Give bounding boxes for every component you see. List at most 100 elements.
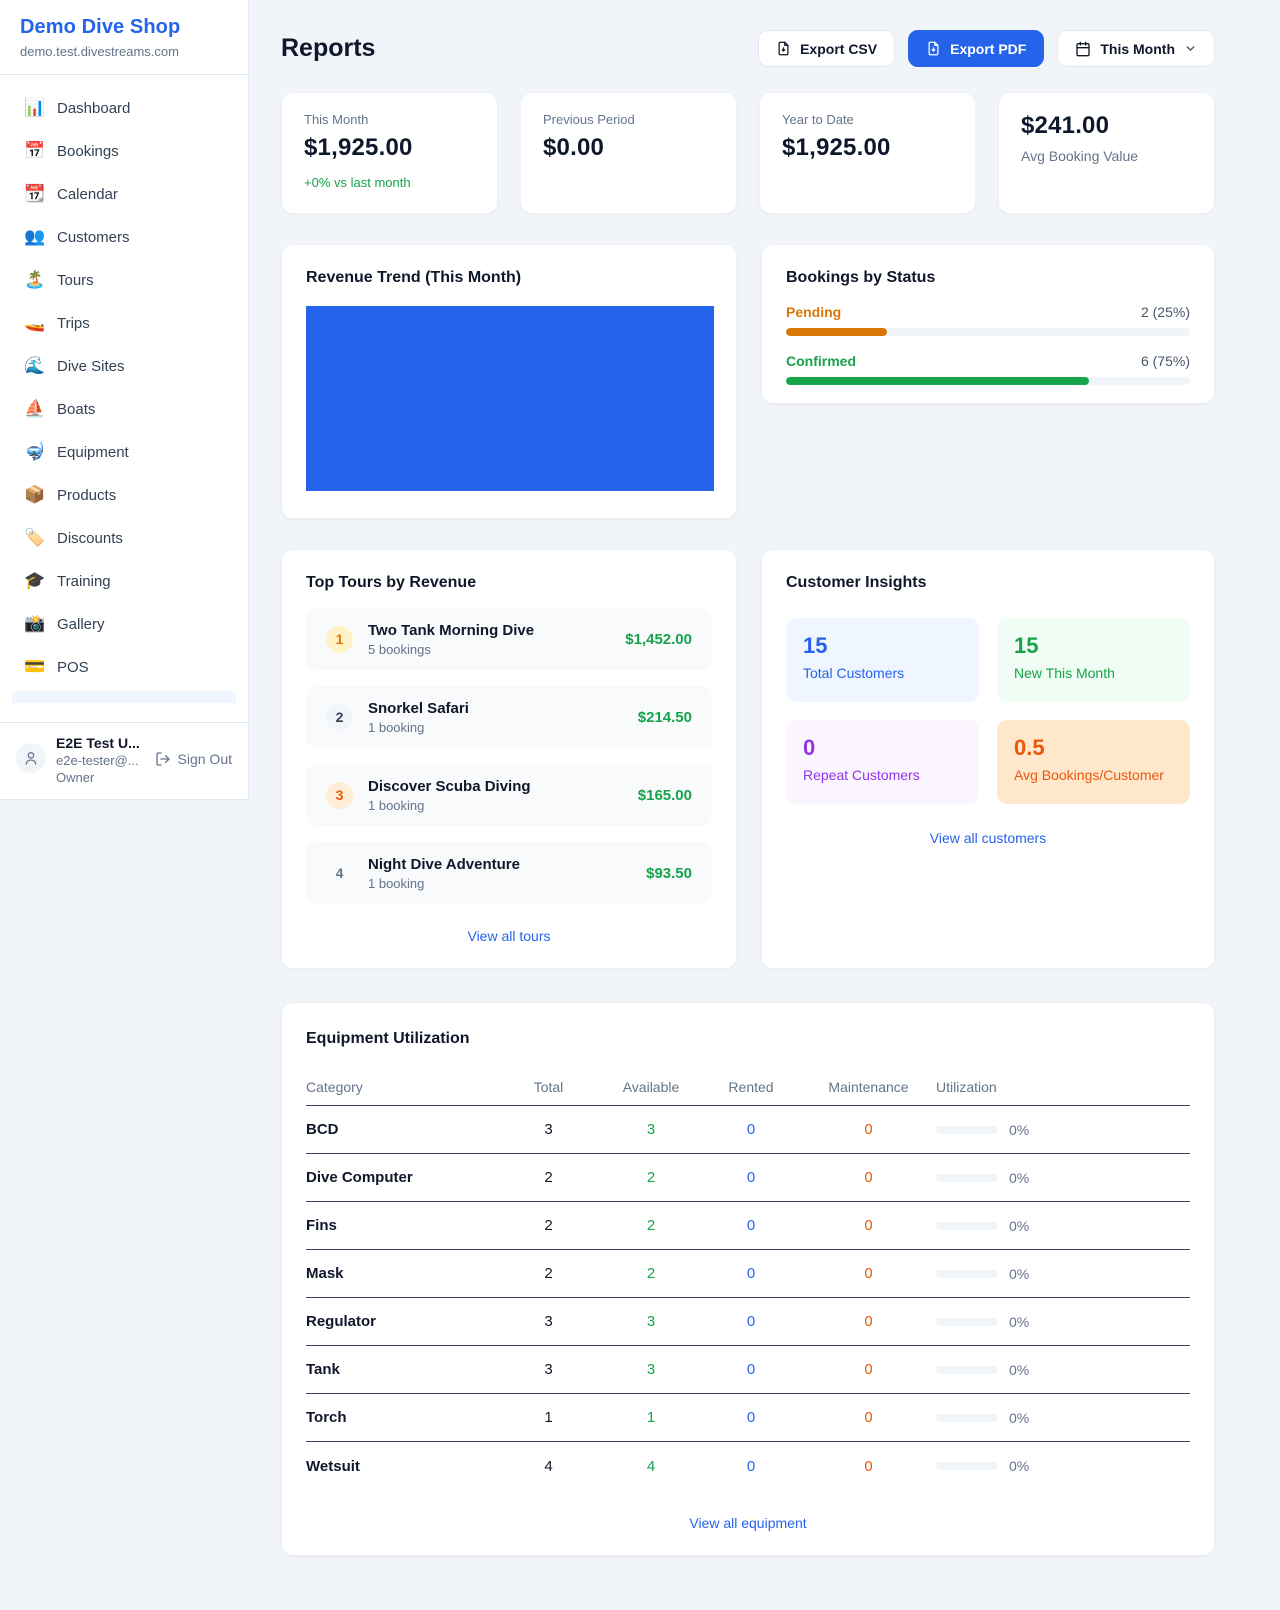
sidebar-item-label: Dive Sites	[57, 357, 125, 375]
sidebar-item-equipment[interactable]: 🤿 Equipment	[12, 433, 236, 471]
rank-badge: 2	[326, 703, 353, 731]
utilization-bar	[936, 1462, 998, 1470]
utilization-cell: 0%	[936, 1266, 1190, 1282]
file-download-icon	[778, 41, 789, 56]
sign-out-button[interactable]: Sign Out	[155, 751, 232, 767]
equipment-available: 3	[646, 1313, 656, 1330]
sidebar-item-label: Equipment	[57, 443, 129, 461]
sidebar-item-dashboard[interactable]: 📊 Dashboard	[12, 89, 236, 127]
period-dropdown[interactable]: This Month	[1057, 30, 1215, 67]
tour-revenue: $1,452.00	[625, 630, 692, 648]
charts-row: Revenue Trend (This Month) Bookings by S…	[281, 244, 1215, 519]
equipment-rented: 0	[746, 1409, 756, 1426]
calendar-icon: 📆	[24, 184, 46, 203]
shop-header: Demo Dive Shop demo.test.divestreams.com	[0, 0, 248, 75]
insight-new-this-month: 15 New This Month	[997, 618, 1190, 702]
utilization-bar	[936, 1413, 998, 1422]
sidebar-item-discounts[interactable]: 🏷️ Discounts	[12, 519, 236, 557]
stat-card-year-to-date: Year to Date $1,925.00	[759, 92, 976, 214]
tour-row: 3 Discover Scuba Diving 1 booking $165.0…	[306, 764, 712, 826]
table-row: Regulator 3 3 0 0 0%	[306, 1298, 1190, 1346]
calendar-icon	[1076, 41, 1091, 56]
sidebar-item-calendar[interactable]: 📆 Calendar	[12, 175, 236, 213]
sidebar-item-trips[interactable]: 🚤 Trips	[12, 304, 236, 342]
insight-label: Repeat Customers	[803, 767, 920, 783]
sidebar-item-label: Boats	[57, 400, 96, 418]
export-csv-button[interactable]: Export CSV	[758, 30, 896, 67]
graduation-cap-icon: 🎓	[24, 571, 46, 590]
export-pdf-button[interactable]: Export PDF	[908, 30, 1045, 67]
insight-value: 0	[803, 735, 816, 760]
user-section: E2E Test U... e2e-tester@... Owner Sign …	[0, 722, 248, 799]
equipment-available: 1	[646, 1409, 656, 1426]
main-content: Reports Export CSV Export PDF This Month…	[281, 0, 1215, 1556]
stat-card-this-month: This Month $1,925.00 +0% vs last month	[281, 92, 498, 214]
insight-label: Avg Bookings/Customer	[1014, 767, 1164, 783]
stat-label: Previous Period	[543, 112, 635, 127]
view-all-customers-link[interactable]: View all customers	[929, 830, 1047, 846]
sidebar-item-boats[interactable]: ⛵ Boats	[12, 390, 236, 428]
sidebar-item-bookings[interactable]: 📅 Bookings	[12, 132, 236, 170]
top-tours-card: Top Tours by Revenue 1 Two Tank Morning …	[281, 549, 737, 969]
sidebar-item-customers[interactable]: 👥 Customers	[12, 218, 236, 256]
stat-value: $1,925.00	[304, 134, 413, 161]
sidebar-item-gallery[interactable]: 📸 Gallery	[12, 605, 236, 643]
stat-label: Year to Date	[782, 112, 854, 127]
bookings-by-status-title: Bookings by Status	[786, 269, 936, 286]
equipment-maintenance: 0	[864, 1457, 873, 1475]
sidebar-item-reports-partial[interactable]	[12, 691, 236, 703]
tour-name: Snorkel Safari	[368, 699, 469, 717]
sidebar-item-tours[interactable]: 🏝️ Tours	[12, 261, 236, 299]
equipment-rented: 0	[746, 1121, 756, 1138]
equipment-table: Category Total Available Rented Maintena…	[306, 1069, 1190, 1490]
equipment-total: 1	[544, 1409, 553, 1426]
tour-row: 2 Snorkel Safari 1 booking $214.50	[306, 686, 712, 748]
customer-insights-title: Customer Insights	[786, 574, 927, 591]
stat-card-previous-period: Previous Period $0.00	[520, 92, 737, 214]
diving-mask-icon: 🤿	[24, 442, 46, 461]
sidebar-item-label: Products	[57, 486, 117, 504]
revenue-trend-card: Revenue Trend (This Month)	[281, 244, 737, 519]
insights-grid: 15 Total Customers 15 New This Month 0 R…	[786, 618, 1190, 804]
view-all-tours-link[interactable]: View all tours	[467, 928, 551, 944]
shop-name: Demo Dive Shop	[20, 16, 181, 38]
revenue-trend-chart	[306, 306, 714, 491]
sidebar-item-label: Training	[57, 572, 111, 590]
sidebar-item-training[interactable]: 🎓 Training	[12, 562, 236, 600]
revenue-trend-title: Revenue Trend (This Month)	[306, 269, 522, 286]
header-actions: Export CSV Export PDF This Month	[758, 30, 1215, 67]
tour-bookings: 1 booking	[368, 719, 425, 735]
bookings-by-status-card: Bookings by Status Pending 2 (25%) Confi…	[761, 244, 1215, 404]
equipment-available: 2	[646, 1217, 656, 1234]
equipment-utilization-card: Equipment Utilization Category Total Ava…	[281, 1002, 1215, 1556]
sidebar-item-pos[interactable]: 💳 POS	[12, 648, 236, 686]
equipment-category: Mask	[306, 1265, 344, 1282]
equipment-total: 3	[544, 1121, 553, 1138]
insight-value: 15	[1014, 633, 1039, 658]
equipment-total: 2	[544, 1217, 553, 1234]
equipment-available: 3	[646, 1121, 656, 1138]
rank-badge: 1	[326, 625, 353, 653]
stat-value: $0.00	[543, 134, 605, 161]
logout-icon	[155, 752, 170, 766]
equipment-utilization-title: Equipment Utilization	[306, 1030, 470, 1047]
progress-fill	[786, 377, 1089, 385]
sidebar-item-label: Calendar	[57, 185, 118, 203]
sidebar-item-products[interactable]: 📦 Products	[12, 476, 236, 514]
export-csv-label: Export CSV	[800, 40, 878, 57]
view-all-equipment-link[interactable]: View all equipment	[689, 1515, 807, 1531]
equipment-maintenance: 0	[864, 1409, 873, 1426]
sidebar-nav: 📊 Dashboard 📅 Bookings 📆 Calendar 👥 Customer…	[0, 75, 248, 722]
tour-bookings: 5 bookings	[368, 641, 431, 657]
sidebar-item-dive-sites[interactable]: 🌊 Dive Sites	[12, 347, 236, 385]
equipment-available: 4	[646, 1457, 656, 1475]
table-row: Dive Computer 2 2 0 0 0%	[306, 1154, 1190, 1202]
package-icon: 📦	[24, 485, 46, 504]
utilization-cell: 0%	[936, 1362, 1190, 1378]
sidebar-item-label: Tours	[57, 271, 94, 289]
speedboat-icon: 🚤	[24, 313, 46, 332]
bar-chart-icon: 📊	[24, 98, 46, 117]
utilization-cell: 0%	[936, 1122, 1190, 1138]
top-tours-title: Top Tours by Revenue	[306, 574, 477, 591]
insight-repeat-customers: 0 Repeat Customers	[786, 720, 979, 804]
